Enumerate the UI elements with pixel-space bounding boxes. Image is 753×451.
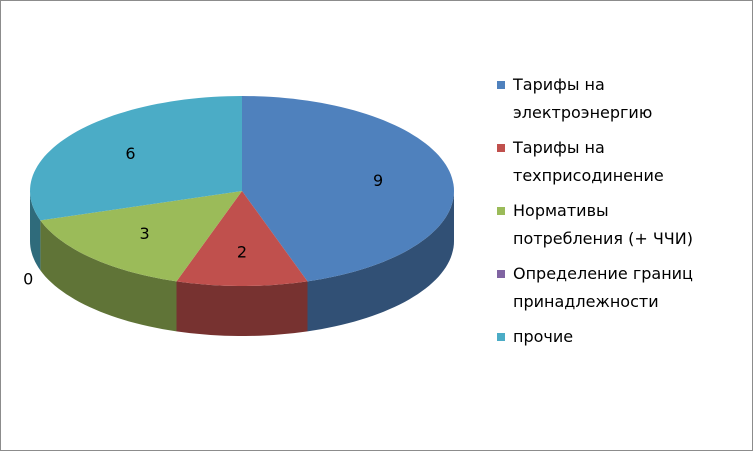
legend-label: прочие <box>513 327 574 346</box>
slice <box>242 96 454 282</box>
slice <box>176 191 308 286</box>
legend-swatch <box>497 81 505 89</box>
slice-side <box>40 220 177 332</box>
legend-label: Тарифы на техприсодинение <box>513 138 664 185</box>
slice-side <box>307 191 454 332</box>
legend-item: Тарифы на техприсодинение <box>497 134 747 190</box>
legend-label: Нормативы потребления (+ ЧЧИ) <box>513 201 693 248</box>
legend-swatch <box>497 144 505 152</box>
data-label: 2 <box>237 242 247 261</box>
data-label: 6 <box>125 144 135 163</box>
data-label: 0 <box>23 270 33 289</box>
legend-item: Определение границ принадлежности <box>497 260 747 316</box>
legend-label: Тарифы на электроэнергию <box>513 75 653 122</box>
slice <box>30 96 242 221</box>
slice-side <box>176 281 308 336</box>
legend-swatch <box>497 270 505 278</box>
legend-label: Определение границ принадлежности <box>513 264 693 311</box>
legend-item: Тарифы на электроэнергию <box>497 71 747 127</box>
legend-item: прочие <box>497 323 747 351</box>
legend-swatch <box>497 207 505 215</box>
slice-side <box>30 191 41 271</box>
data-label: 9 <box>373 171 383 190</box>
legend-swatch <box>497 333 505 341</box>
legend-item: Нормативы потребления (+ ЧЧИ) <box>497 197 747 253</box>
slice <box>40 191 243 282</box>
data-label: 3 <box>139 224 149 243</box>
legend: Тарифы на электроэнергию Тарифы на техпри… <box>497 71 747 358</box>
